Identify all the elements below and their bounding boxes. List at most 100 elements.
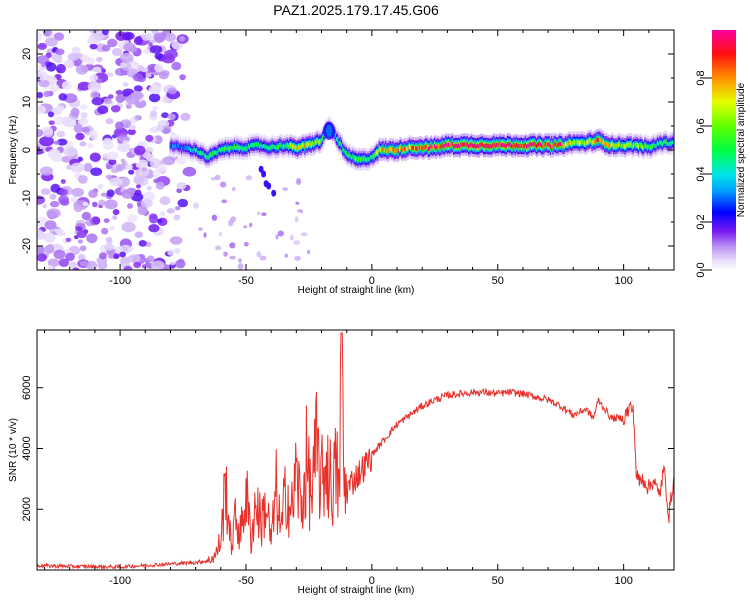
ridge-cell xyxy=(429,146,431,151)
snr-xlabel: Height of straight line (km) xyxy=(298,585,415,596)
noise-blob xyxy=(120,61,127,68)
ridge-cell xyxy=(254,142,256,148)
noise-blob xyxy=(275,234,279,240)
ridge-cell xyxy=(423,145,426,150)
ridge-cell xyxy=(478,144,480,149)
ridge-cell xyxy=(230,145,232,150)
noise-blob xyxy=(115,90,123,95)
noise-blob xyxy=(107,38,118,48)
noise-blob xyxy=(152,169,161,178)
ridge-cell xyxy=(489,144,492,149)
ridge-cell xyxy=(262,144,265,149)
noise-blob xyxy=(37,104,46,115)
noise-blob xyxy=(77,81,91,91)
noise-blob xyxy=(115,121,124,130)
x-tick-label: 0 xyxy=(369,275,375,287)
noise-blob xyxy=(176,158,186,165)
ridge-cell xyxy=(240,145,242,150)
ridge-cell xyxy=(357,157,359,163)
ridge-cell xyxy=(488,144,490,149)
ridge-cell xyxy=(644,143,646,148)
y-tick-label: 6000 xyxy=(21,375,33,399)
noise-blob xyxy=(126,214,138,223)
noise-blob xyxy=(89,74,99,82)
y-tick-label: 2000 xyxy=(21,497,33,521)
ridge-cell xyxy=(345,151,348,156)
ridge-cell xyxy=(586,140,589,145)
ridge-cell xyxy=(668,141,670,147)
ridge-cell xyxy=(199,150,202,156)
noise-blob xyxy=(58,93,68,101)
ridge-cell xyxy=(629,142,631,147)
noise-blob xyxy=(39,166,54,176)
snr-panel: -100 -50 0 50 100 2000 4000 6000 Height of stra… xyxy=(8,329,675,596)
ridge-cell xyxy=(364,157,367,162)
noise-blob xyxy=(229,255,236,260)
noise-blob xyxy=(119,251,126,258)
ridge-cell xyxy=(250,143,252,148)
colorbar-tick-label: 0.6 xyxy=(695,118,707,133)
noise-blob xyxy=(167,87,177,95)
ridge-cell xyxy=(441,143,444,148)
ridge-cell xyxy=(279,142,281,147)
x-tick-label: 50 xyxy=(492,275,504,287)
noise-blob xyxy=(54,58,63,64)
noise-blob xyxy=(167,113,176,120)
snr-axes: -100 -50 0 50 100 2000 4000 6000 xyxy=(21,330,675,587)
ridge-cell xyxy=(508,142,511,147)
ridge-cell xyxy=(510,144,513,149)
noise-blob xyxy=(97,105,109,115)
ridge-cell xyxy=(316,138,319,143)
ridge-cell xyxy=(528,143,531,148)
ridge-cell xyxy=(609,143,611,149)
noise-blob xyxy=(37,253,47,262)
ridge-cell xyxy=(598,137,601,142)
ridge-cell xyxy=(484,144,487,149)
noise-blob xyxy=(243,242,249,247)
ridge-cell xyxy=(575,140,577,145)
ridge-cell xyxy=(295,146,298,151)
noise-blob xyxy=(62,117,77,128)
ridge-cell xyxy=(616,143,619,148)
ridge-cell xyxy=(421,146,424,151)
ridge-cell xyxy=(201,151,203,156)
ridge-cell xyxy=(196,148,198,153)
ridge-cell xyxy=(568,140,571,145)
ridge-cell xyxy=(495,142,498,148)
ridge-cell xyxy=(227,145,230,151)
y-tick-label: 4000 xyxy=(21,436,33,460)
ridge-cell xyxy=(334,133,337,138)
noise-blob xyxy=(211,214,218,221)
ridge-cell xyxy=(449,143,451,148)
noise-blob xyxy=(123,265,133,270)
noise-blob xyxy=(82,201,89,207)
ridge-cell xyxy=(457,143,460,148)
noise-blob xyxy=(289,234,294,241)
noise-blob xyxy=(97,183,104,190)
noise-blob xyxy=(156,218,163,224)
noise-blob xyxy=(170,261,176,266)
ridge-cell xyxy=(460,142,463,147)
ridge-cell xyxy=(236,144,239,149)
ridge-cell xyxy=(245,146,247,151)
noise-blob xyxy=(173,214,181,221)
ridge-cell xyxy=(512,144,514,149)
noise-blob xyxy=(238,258,242,263)
ridge-cell xyxy=(471,143,474,148)
noise-blob xyxy=(61,156,71,163)
ridge-cell xyxy=(494,143,497,148)
noise-blob xyxy=(148,42,153,47)
noise-blob xyxy=(72,267,80,270)
ridge-cell xyxy=(617,142,620,147)
noise-blob xyxy=(145,72,152,78)
ridge-cell xyxy=(525,144,528,149)
ridge-cell xyxy=(272,144,275,149)
ridge-cell xyxy=(622,143,625,148)
noise-blob xyxy=(148,85,162,94)
noise-blob xyxy=(127,254,141,263)
ridge-cell xyxy=(231,145,234,150)
noise-blob xyxy=(153,178,160,184)
ridge-cell xyxy=(369,155,372,160)
ridge-cell xyxy=(282,144,285,149)
noise-blob xyxy=(71,46,81,54)
